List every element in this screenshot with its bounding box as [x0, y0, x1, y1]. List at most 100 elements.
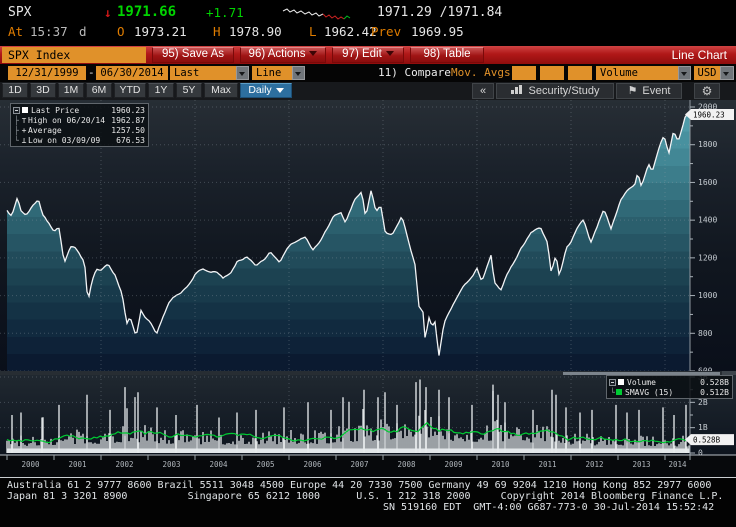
splitter-handle[interactable] — [563, 371, 720, 375]
volume-swatch — [618, 379, 624, 385]
panel-splitter — [0, 371, 736, 375]
tab-1y[interactable]: 1Y — [148, 83, 174, 98]
last-price-flag: 1960.23 — [685, 108, 734, 120]
price-field-select[interactable]: Last Price — [170, 66, 236, 93]
svg-text:2002: 2002 — [115, 460, 133, 469]
tab-1m[interactable]: 1M — [58, 83, 84, 98]
legend-row-low: └ ⊥ Low on 03/09/09 676.53 — [14, 135, 145, 145]
lower-study-select[interactable]: Volume — [596, 66, 678, 80]
tab-1d[interactable]: 1D — [2, 83, 28, 98]
gridlines — [0, 100, 690, 453]
svg-text:2012: 2012 — [585, 460, 603, 469]
tab-max[interactable]: Max — [204, 83, 238, 98]
lower-study-dropdown-icon[interactable] — [678, 66, 691, 80]
volume-legend[interactable]: Volume 0.528B └ SMAVG (15) 0.512B — [606, 375, 733, 399]
security-study-button[interactable]: Security/Study — [496, 83, 614, 99]
tab-6m[interactable]: 6M — [86, 83, 112, 98]
svg-text:2004: 2004 — [209, 460, 228, 469]
svg-text:2009: 2009 — [444, 460, 462, 469]
compare-button[interactable]: 11) Compare — [378, 66, 451, 79]
high-marker-icon: ⊤ — [21, 115, 27, 125]
mov-avgs-button[interactable]: Mov. Avgs — [451, 66, 511, 79]
gear-icon: ⚙ — [701, 84, 713, 98]
high-label: H — [213, 24, 221, 39]
currency-select[interactable]: USD — [694, 66, 720, 80]
svg-text:2006: 2006 — [303, 460, 322, 469]
svg-text:2010: 2010 — [491, 460, 510, 469]
svg-text:2014: 2014 — [668, 460, 687, 469]
ticker-symbol: SPX — [8, 5, 32, 20]
legend-row-average: ├ + Average 1257.50 — [14, 125, 145, 135]
last-price: 1971.66 — [117, 4, 177, 20]
tab-ytd[interactable]: YTD — [114, 83, 146, 98]
at-label: At — [8, 24, 24, 39]
security-field[interactable]: SPX Index — [2, 47, 146, 63]
period-tab-bar: 1D 3D 1M 6M YTD 1Y 5Y Max Daily « Securi… — [0, 82, 736, 100]
date-range-separator: - — [88, 66, 95, 79]
tab-3d[interactable]: 3D — [30, 83, 56, 98]
chart-style-select[interactable]: Line — [252, 66, 292, 80]
high-value: 1978.90 — [229, 24, 282, 39]
svg-text:1960.23: 1960.23 — [693, 110, 725, 119]
intraday-sparkline — [282, 8, 351, 20]
svg-text:1B: 1B — [698, 423, 708, 432]
event-flag-icon: ⚑ — [627, 84, 638, 97]
last-volume-flag: 0.528B — [685, 434, 734, 446]
legend-expander-icon[interactable] — [609, 378, 616, 386]
open-value: 1973.21 — [134, 24, 187, 39]
edit-button[interactable]: 97) Edit — [332, 47, 404, 63]
volume-spike-bars — [11, 379, 687, 453]
save-as-button[interactable]: 95) Save As — [152, 47, 234, 63]
table-button[interactable]: 98) Table — [410, 47, 484, 63]
footer-session-info: SN 519160 EDT GMT-4:00 G687-773-0 30-Jul… — [383, 502, 715, 513]
price-volume-chart: 6008001000120014001600180020003B2B1B0200… — [0, 100, 736, 477]
svg-text:1800: 1800 — [698, 140, 717, 149]
dropdown-arrow-icon — [275, 87, 284, 93]
legend-row-volume[interactable]: Volume 0.528B — [609, 377, 729, 387]
mov-avg-field-2[interactable] — [540, 66, 564, 80]
mini-chart-icon — [510, 85, 524, 94]
event-button[interactable]: ⚑ Event — [616, 83, 682, 99]
x-axis-strip — [0, 455, 736, 477]
smavg-swatch — [616, 389, 622, 395]
svg-text:0.528B: 0.528B — [693, 435, 721, 444]
chart-style-dropdown-icon[interactable] — [292, 66, 305, 80]
svg-text:2007: 2007 — [350, 460, 368, 469]
price-change: +1.71 — [206, 5, 244, 20]
svg-text:600: 600 — [698, 366, 713, 375]
actions-button[interactable]: 96) Actions — [240, 47, 326, 63]
chart-settings-row: 12/31/1999 - 06/30/2014 Last Price Line … — [0, 64, 736, 93]
price-legend[interactable]: Last Price 1960.23 ├ ⊤ High on 06/20/14 … — [10, 103, 149, 147]
svg-text:2000: 2000 — [21, 460, 40, 469]
price-field-dropdown-icon[interactable] — [236, 66, 249, 80]
footer-separator — [0, 477, 736, 478]
date-from-field[interactable]: 12/31/1999 — [8, 66, 86, 80]
chart-options-button[interactable]: ⚙ — [694, 83, 720, 99]
svg-text:1200: 1200 — [698, 253, 717, 262]
dropdown-arrow-icon — [309, 51, 318, 57]
price-area-group — [6, 113, 690, 371]
date-to-field[interactable]: 06/30/2014 — [96, 66, 168, 80]
mov-avg-field-1[interactable] — [512, 66, 536, 80]
legend-row-last-price[interactable]: Last Price 1960.23 — [13, 105, 145, 115]
svg-text:2B: 2B — [698, 398, 708, 407]
currency-dropdown-icon[interactable] — [720, 66, 734, 80]
mov-avg-field-3[interactable] — [568, 66, 592, 80]
legend-row-high: ├ ⊤ High on 06/20/14 1962.87 — [14, 115, 145, 125]
svg-text:1400: 1400 — [698, 216, 717, 225]
frequency-select[interactable]: Daily — [240, 83, 292, 98]
svg-text:2000: 2000 — [698, 103, 717, 112]
x-axis-labels: 2000 2001 2002 2003 2004 2005 2006 2007 2008 2009… — [6, 455, 691, 469]
svg-text:800: 800 — [698, 329, 713, 338]
legend-expander-icon[interactable] — [13, 106, 20, 114]
collapse-toolbar-button[interactable]: « — [472, 83, 494, 99]
prev-close-value: 1969.95 — [411, 24, 464, 39]
dropdown-arrow-icon — [385, 51, 394, 57]
svg-text:2008: 2008 — [397, 460, 416, 469]
prev-label: Prev — [371, 24, 402, 39]
low-label: L — [309, 24, 317, 39]
splitter-end-button[interactable] — [722, 371, 736, 375]
svg-text:0: 0 — [698, 449, 703, 458]
tab-5y[interactable]: 5Y — [176, 83, 202, 98]
